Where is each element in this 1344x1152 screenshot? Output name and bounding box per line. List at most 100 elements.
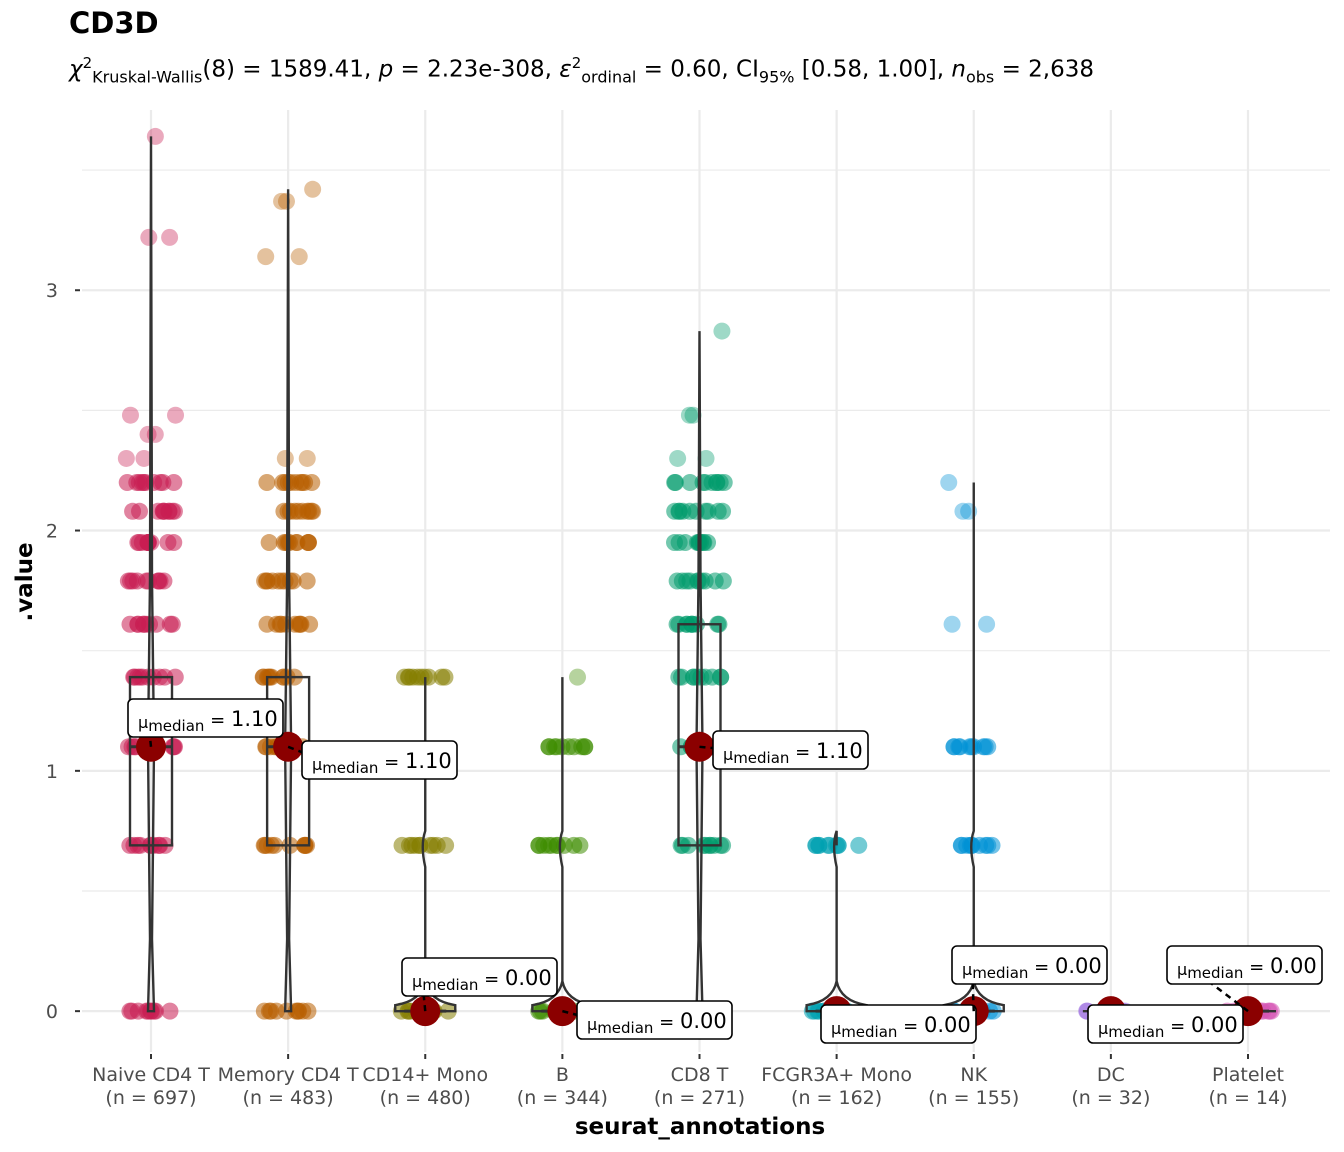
ci-sub: 95% bbox=[758, 67, 795, 87]
y-axis-title: .value bbox=[12, 542, 38, 621]
x-tick-count: (n = 162) bbox=[791, 1087, 882, 1109]
data-point bbox=[437, 836, 455, 854]
data-point bbox=[304, 502, 322, 520]
x-tick-count: (n = 32) bbox=[1071, 1087, 1150, 1109]
violin-outline bbox=[942, 482, 1005, 1013]
data-point bbox=[167, 406, 185, 424]
data-point bbox=[669, 449, 687, 467]
data-point bbox=[161, 228, 179, 246]
data-point bbox=[276, 449, 294, 467]
x-tick-count: (n = 271) bbox=[654, 1087, 745, 1109]
data-point bbox=[978, 615, 996, 633]
data-point bbox=[668, 615, 686, 633]
data-point bbox=[121, 406, 139, 424]
data-point bbox=[714, 836, 732, 854]
x-tick-count: (n = 483) bbox=[243, 1087, 334, 1109]
chart-subtitle: χ2Kruskal-Wallis(8) = 1589.41, p = 2.23e… bbox=[69, 54, 1094, 86]
median-label-leader bbox=[562, 1009, 598, 1022]
y-tick-label: 1 bbox=[46, 761, 58, 783]
data-point bbox=[258, 615, 276, 633]
median-label-text: μmedian = 0.00 bbox=[831, 1013, 971, 1041]
data-point bbox=[542, 836, 560, 854]
median-label-text: μmedian = 0.00 bbox=[1098, 1013, 1238, 1041]
data-point bbox=[697, 449, 715, 467]
data-point bbox=[560, 738, 578, 756]
data-point bbox=[260, 534, 278, 552]
effect-value: = 0.60, CI bbox=[636, 56, 759, 83]
data-point bbox=[119, 572, 137, 590]
median-label-leader bbox=[1186, 964, 1249, 1013]
median-label-text: μmedian = 1.10 bbox=[723, 739, 863, 767]
data-point bbox=[962, 738, 980, 756]
data-point bbox=[547, 738, 565, 756]
median-label-leader bbox=[420, 976, 427, 1012]
violin-outline bbox=[283, 189, 293, 1013]
data-point bbox=[945, 738, 963, 756]
median-label-box bbox=[301, 740, 458, 780]
data-point bbox=[130, 473, 148, 491]
epsilon-symbol: ε bbox=[559, 56, 572, 83]
data-point bbox=[688, 534, 706, 552]
data-point bbox=[678, 572, 696, 590]
data-point bbox=[135, 449, 153, 467]
chart-title: CD3D bbox=[69, 6, 159, 40]
violin-outline bbox=[805, 830, 868, 1013]
data-point bbox=[121, 1002, 139, 1020]
x-tick-label: Naive CD4 T bbox=[92, 1064, 210, 1086]
data-point bbox=[983, 836, 1001, 854]
data-point bbox=[129, 534, 147, 552]
data-point bbox=[569, 668, 587, 686]
data-point bbox=[571, 836, 589, 854]
data-point bbox=[436, 668, 454, 686]
data-point bbox=[411, 836, 429, 854]
median-label-text: μmedian = 0.00 bbox=[412, 966, 552, 994]
data-point bbox=[943, 615, 961, 633]
data-point bbox=[256, 572, 274, 590]
x-tick-label: DC bbox=[1097, 1064, 1125, 1086]
y-tick-label: 0 bbox=[46, 1001, 58, 1023]
x-tick-count: (n = 697) bbox=[105, 1087, 196, 1109]
data-point bbox=[165, 738, 183, 756]
data-point bbox=[290, 248, 308, 266]
median-label-box bbox=[576, 1000, 733, 1040]
x-tick-label: Platelet bbox=[1212, 1064, 1284, 1086]
data-point bbox=[298, 449, 316, 467]
data-point bbox=[258, 473, 276, 491]
x-tick-label: Memory CD4 T bbox=[218, 1064, 359, 1086]
data-point bbox=[117, 449, 135, 467]
chi-sub: Kruskal-Wallis bbox=[92, 67, 203, 87]
data-point bbox=[262, 1002, 280, 1020]
median-label-box bbox=[1166, 945, 1323, 985]
chi-symbol: χ bbox=[69, 56, 83, 83]
p-symbol: p bbox=[378, 56, 394, 83]
data-point bbox=[680, 406, 698, 424]
epsilon-sup: 2 bbox=[571, 54, 582, 72]
data-point bbox=[850, 836, 868, 854]
data-point bbox=[404, 668, 422, 686]
median-label-box bbox=[951, 945, 1108, 985]
x-tick-count: (n = 14) bbox=[1208, 1087, 1287, 1109]
median-label-box bbox=[401, 957, 558, 997]
data-point bbox=[146, 127, 164, 145]
n-symbol: n bbox=[951, 56, 966, 83]
epsilon-sub: ordinal bbox=[581, 67, 637, 87]
p-value: = 2.23e-308, bbox=[393, 56, 560, 83]
data-point bbox=[940, 473, 958, 491]
data-point bbox=[140, 228, 158, 246]
median-label-text: μmedian = 1.10 bbox=[138, 707, 278, 735]
median-labels: μmedian = 1.10 μmedian = 1.10 μmedian = 0.… bbox=[127, 698, 1323, 1044]
data-point bbox=[711, 473, 729, 491]
data-point bbox=[277, 192, 295, 210]
data-point bbox=[819, 836, 837, 854]
box-iqr bbox=[128, 675, 174, 847]
median-label-text: μmedian = 1.10 bbox=[312, 749, 452, 777]
y-tick-label: 2 bbox=[46, 521, 58, 543]
n-value: = 2,638 bbox=[994, 56, 1095, 83]
x-tick-label: NK bbox=[960, 1064, 987, 1086]
chi-sup: 2 bbox=[82, 54, 93, 72]
data-point bbox=[286, 502, 304, 520]
median-label-box bbox=[127, 698, 284, 738]
data-point bbox=[138, 1002, 156, 1020]
x-tick-count: (n = 480) bbox=[380, 1087, 471, 1109]
